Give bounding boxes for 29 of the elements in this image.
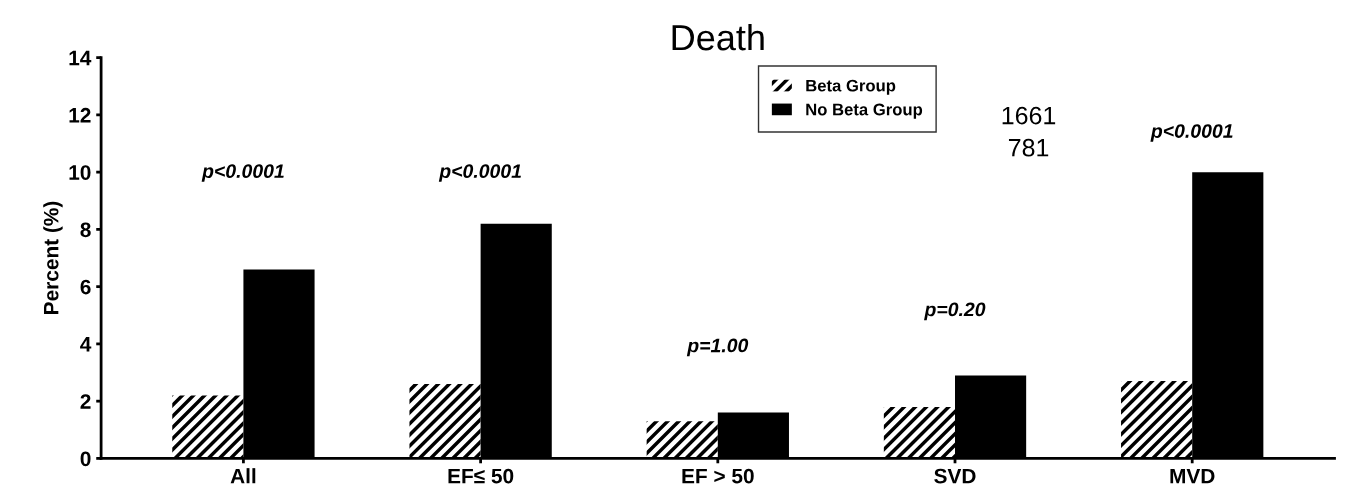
y-tick-label: 8: [80, 222, 91, 238]
legend-label: No Beta Group: [806, 103, 923, 119]
x-tick-label: All: [230, 468, 256, 484]
annotation: p<0.0001: [201, 164, 284, 182]
y-tick-label: 4: [80, 337, 92, 352]
y-tick-label: 10: [69, 165, 91, 180]
x-tick-label: SVD: [934, 468, 976, 484]
y-tick-label: 14: [69, 50, 92, 66]
chart-title: Death: [672, 23, 764, 51]
y-tick-label: 12: [69, 107, 91, 123]
y-tick-label: 0: [80, 451, 91, 467]
annotation: 781: [1008, 138, 1049, 157]
y-tick-label: 2: [80, 394, 91, 409]
annotation: p<0.0001: [1150, 124, 1233, 142]
annotation: p<0.0001: [438, 164, 521, 182]
x-tick-label: EF > 50: [682, 468, 754, 484]
bar: [883, 406, 956, 459]
y-axis-title: Percent (%): [43, 201, 63, 314]
y-tick-label: 6: [80, 279, 91, 295]
bar: [172, 395, 244, 459]
annotation: p=1.00: [686, 338, 749, 357]
legend-label: Beta Group: [806, 79, 896, 95]
bar: [646, 421, 718, 459]
bar: [409, 383, 481, 459]
x-tick-label: EF≤ 50: [448, 468, 514, 484]
annotation: p=0.20: [924, 302, 986, 321]
annotation: 1661: [1002, 106, 1056, 125]
x-tick-label: MVD: [1170, 468, 1215, 484]
bar: [1121, 381, 1193, 459]
